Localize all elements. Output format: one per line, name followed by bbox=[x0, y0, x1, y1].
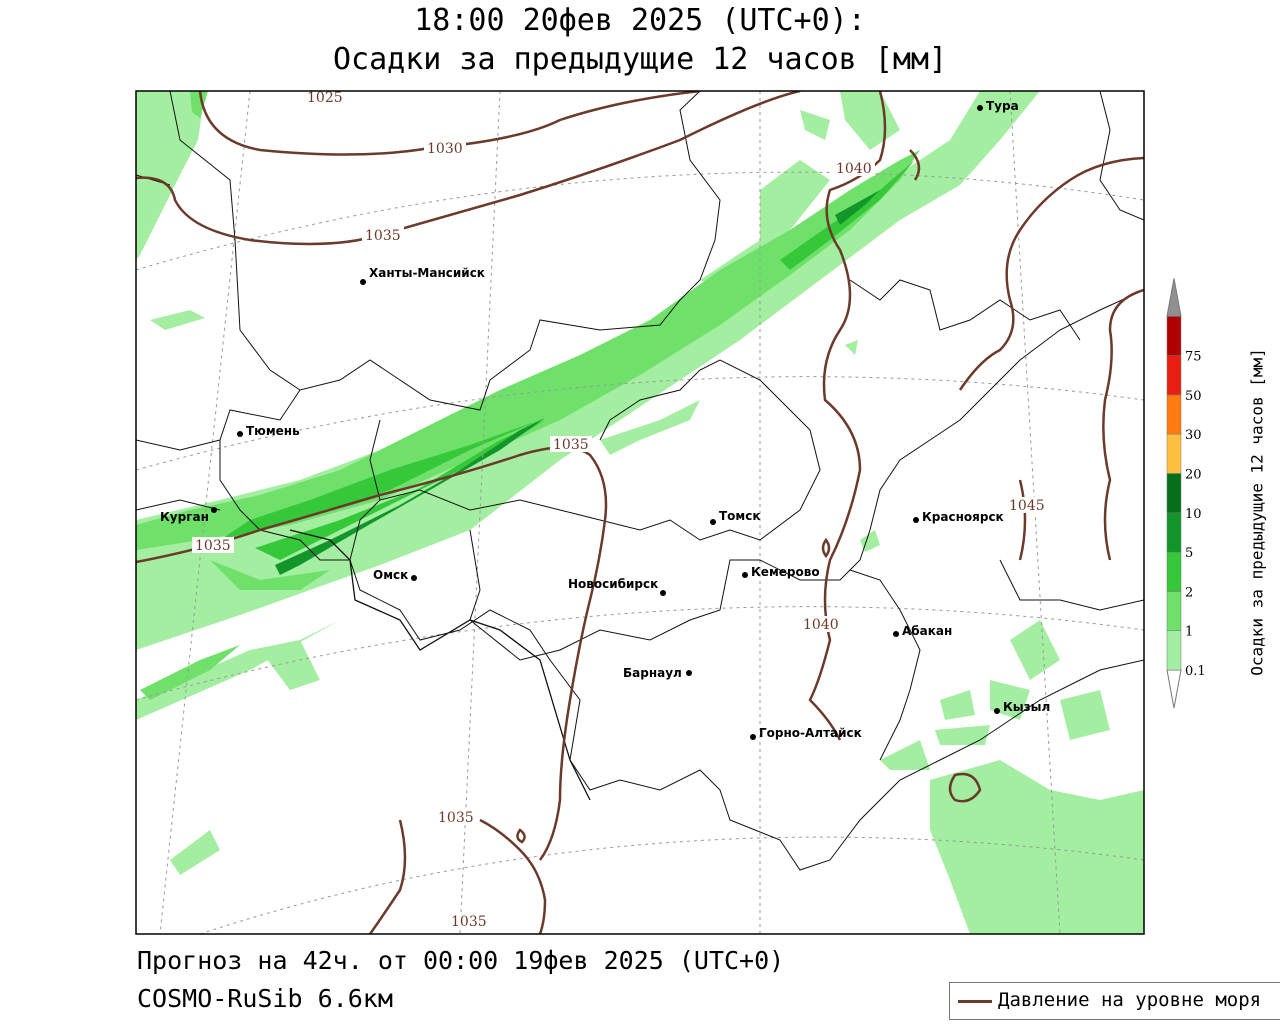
city-label-gorno-altaysk: Горно-Алтайск bbox=[759, 726, 862, 740]
admin-borders bbox=[136, 91, 1144, 871]
city-dot-kyzyl bbox=[994, 708, 1000, 714]
colorbar-cell bbox=[1166, 355, 1182, 396]
isobar-label: 1045 bbox=[1009, 498, 1045, 514]
map-title-line2: Осадки за предыдущие 12 часов [мм] bbox=[332, 42, 948, 77]
city-markers: Тура Ханты-Мансийск Тюмень Курган Омск Т… bbox=[160, 99, 1050, 740]
isobar-labels: 1025 1030 1035 1040 1035 1035 1045 1040 … bbox=[192, 90, 1048, 930]
isobar-label: 1035 bbox=[365, 228, 401, 244]
colorbar-cell bbox=[1166, 394, 1182, 435]
city-dot-khanty-mansiysk bbox=[360, 279, 366, 285]
colorbar-tick-label: 20 bbox=[1185, 468, 1202, 483]
city-label-tomsk: Томск bbox=[719, 509, 761, 523]
city-dot-kemerovo bbox=[742, 572, 748, 578]
city-label-krasnoyarsk: Красноярск bbox=[922, 510, 1004, 524]
country-border bbox=[289, 529, 591, 801]
isobar-label: 1035 bbox=[195, 538, 231, 554]
city-label-novosibirsk: Новосибирск bbox=[568, 577, 658, 591]
map-frame bbox=[135, 90, 1145, 935]
city-label-barnaul: Барнаул bbox=[623, 666, 682, 680]
city-dot-gorno-altaysk bbox=[750, 734, 756, 740]
colorbar-tick-label: 75 bbox=[1185, 350, 1202, 365]
city-label-tyumen: Тюмень bbox=[246, 424, 300, 438]
city-dot-omsk bbox=[411, 575, 417, 581]
city-dot-kurgan bbox=[211, 507, 217, 513]
colorbar-cell bbox=[1166, 630, 1182, 671]
pressure-line-swatch bbox=[958, 1000, 992, 1003]
isobar-label: 1030 bbox=[427, 141, 463, 157]
city-dot-tyumen bbox=[237, 431, 243, 437]
colorbar-cell bbox=[1166, 551, 1182, 592]
city-dot-tura bbox=[977, 105, 983, 111]
map-area: 1025 1030 1035 1040 1035 1035 1045 1040 … bbox=[136, 90, 1144, 934]
colorbar-cell bbox=[1166, 278, 1182, 317]
map-title-line1: 18:00 20фев 2025 (UTC+0): bbox=[414, 3, 866, 38]
city-label-khanty-mansiysk: Ханты-Мансийск bbox=[369, 266, 485, 280]
model-name: COSMO-RuSib 6.6км bbox=[137, 984, 393, 1013]
city-label-abakan: Абакан bbox=[902, 624, 952, 638]
city-dot-novosibirsk bbox=[660, 590, 666, 596]
colorbar-tick-label: 50 bbox=[1185, 389, 1202, 404]
isobar-label: 1040 bbox=[836, 161, 872, 177]
pressure-legend-label: Давление на уровне моря bbox=[998, 989, 1262, 1011]
isobar-label: 1035 bbox=[553, 437, 589, 453]
city-label-tura: Тура bbox=[986, 99, 1019, 113]
colorbar-tick-label: 10 bbox=[1185, 507, 1202, 522]
colorbar-cell bbox=[1166, 669, 1182, 709]
city-label-kemerovo: Кемерово bbox=[751, 565, 820, 579]
colorbar-cell bbox=[1166, 512, 1182, 553]
city-dot-barnaul bbox=[686, 670, 692, 676]
isobar-label: 1025 bbox=[307, 90, 343, 106]
city-label-kurgan: Курган bbox=[160, 510, 209, 524]
colorbar-title: Осадки за предыдущие 12 часов [мм] bbox=[1247, 348, 1267, 676]
colorbar-tick-label: 2 bbox=[1185, 585, 1193, 600]
colorbar-tick-label: 1 bbox=[1185, 625, 1193, 640]
colorbar-tick-label: 30 bbox=[1185, 428, 1202, 443]
city-label-omsk: Омск bbox=[373, 568, 408, 582]
colorbar-tick-label: 5 bbox=[1185, 546, 1193, 561]
colorbar-cell bbox=[1166, 591, 1182, 631]
colorbar-cell bbox=[1166, 473, 1182, 514]
forecast-info: Прогноз на 42ч. от 00:00 19фев 2025 (UTC… bbox=[137, 946, 785, 975]
isobar-label: 1035 bbox=[451, 914, 487, 930]
colorbar: 0.1 1 2 5 10 20 30 50 75 bbox=[1166, 278, 1206, 709]
pressure-legend: Давление на уровне моря bbox=[949, 982, 1280, 1020]
city-dot-abakan bbox=[893, 631, 899, 637]
colorbar-cell bbox=[1166, 433, 1182, 474]
colorbar-tick-label: 0.1 bbox=[1185, 664, 1206, 679]
isobar-label: 1040 bbox=[803, 617, 839, 633]
city-dot-tomsk bbox=[710, 519, 716, 525]
isobar-label: 1035 bbox=[438, 810, 474, 826]
colorbar-cell bbox=[1166, 316, 1182, 356]
city-label-kyzyl: Кызыл bbox=[1003, 700, 1050, 714]
city-dot-krasnoyarsk bbox=[913, 517, 919, 523]
